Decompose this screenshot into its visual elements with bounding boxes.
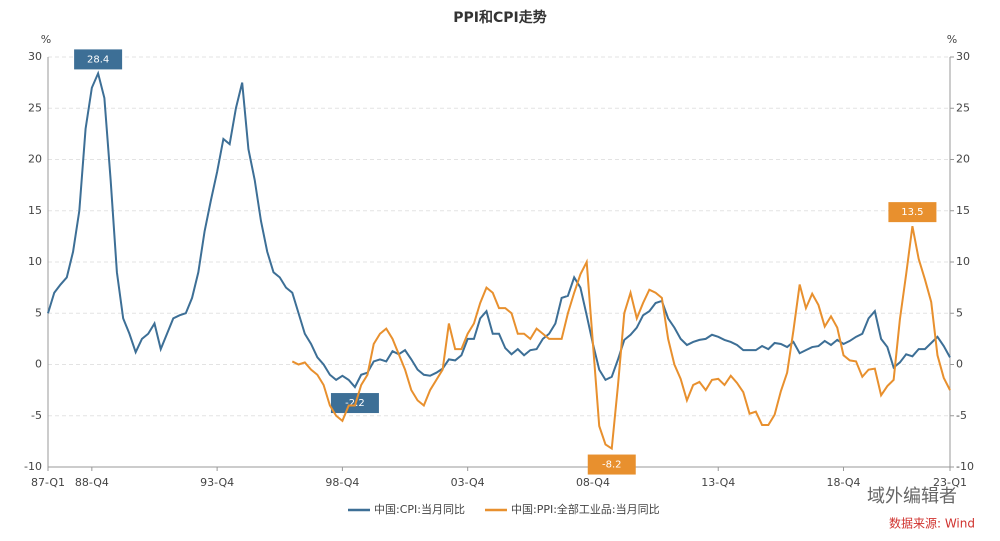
y2-tick-label: 10	[956, 255, 970, 268]
y-tick-label: 25	[28, 101, 42, 114]
x-tick-label: 08-Q4	[576, 476, 610, 489]
value-label-box	[888, 202, 937, 223]
legend-label: 中国:PPI:全部工业品:当月同比	[511, 502, 660, 516]
x-tick-label: 87-Q1	[31, 476, 65, 489]
value-label-box	[74, 49, 123, 70]
y2-unit: %	[947, 33, 957, 46]
series-line	[47, 70, 951, 389]
chart-title: PPI和CPI走势	[453, 9, 546, 26]
y-tick-label: 15	[28, 204, 42, 217]
y2-tick-label: 30	[956, 50, 970, 63]
y2-tick-label: 25	[956, 101, 970, 114]
value-label-box	[587, 454, 636, 475]
value-label: 28.4	[87, 54, 109, 65]
value-label: 13.5	[901, 207, 923, 218]
y-tick-label: 10	[28, 255, 42, 268]
series-line	[291, 225, 951, 451]
y2-tick-label: 20	[956, 153, 970, 166]
y2-tick-label: 5	[956, 306, 963, 319]
x-tick-label: 93-Q4	[200, 476, 234, 489]
y-tick-label: 30	[28, 50, 42, 63]
y-tick-label: 20	[28, 153, 42, 166]
y-tick-label: -5	[31, 409, 42, 422]
y2-tick-label: -10	[956, 460, 974, 473]
watermark: 域外编辑者	[867, 486, 957, 507]
value-label: -8.2	[602, 460, 622, 471]
x-tick-label: 18-Q4	[826, 476, 860, 489]
x-tick-label: 23-Q1	[933, 476, 967, 489]
y-unit: %	[41, 33, 51, 46]
y-tick-label: -10	[24, 460, 42, 473]
y-tick-label: 5	[35, 306, 42, 319]
source: 数据来源: Wind	[889, 516, 975, 531]
y2-tick-label: -5	[956, 409, 967, 422]
y2-tick-label: 0	[956, 358, 963, 371]
x-tick-label: 03-Q4	[451, 476, 485, 489]
x-tick-label: 13-Q4	[701, 476, 735, 489]
x-tick-label: 98-Q4	[325, 476, 359, 489]
y-tick-label: 0	[35, 358, 42, 371]
y2-tick-label: 15	[956, 204, 970, 217]
x-tick-label: 88-Q4	[75, 476, 109, 489]
legend-label: 中国:CPI:当月同比	[374, 502, 465, 516]
